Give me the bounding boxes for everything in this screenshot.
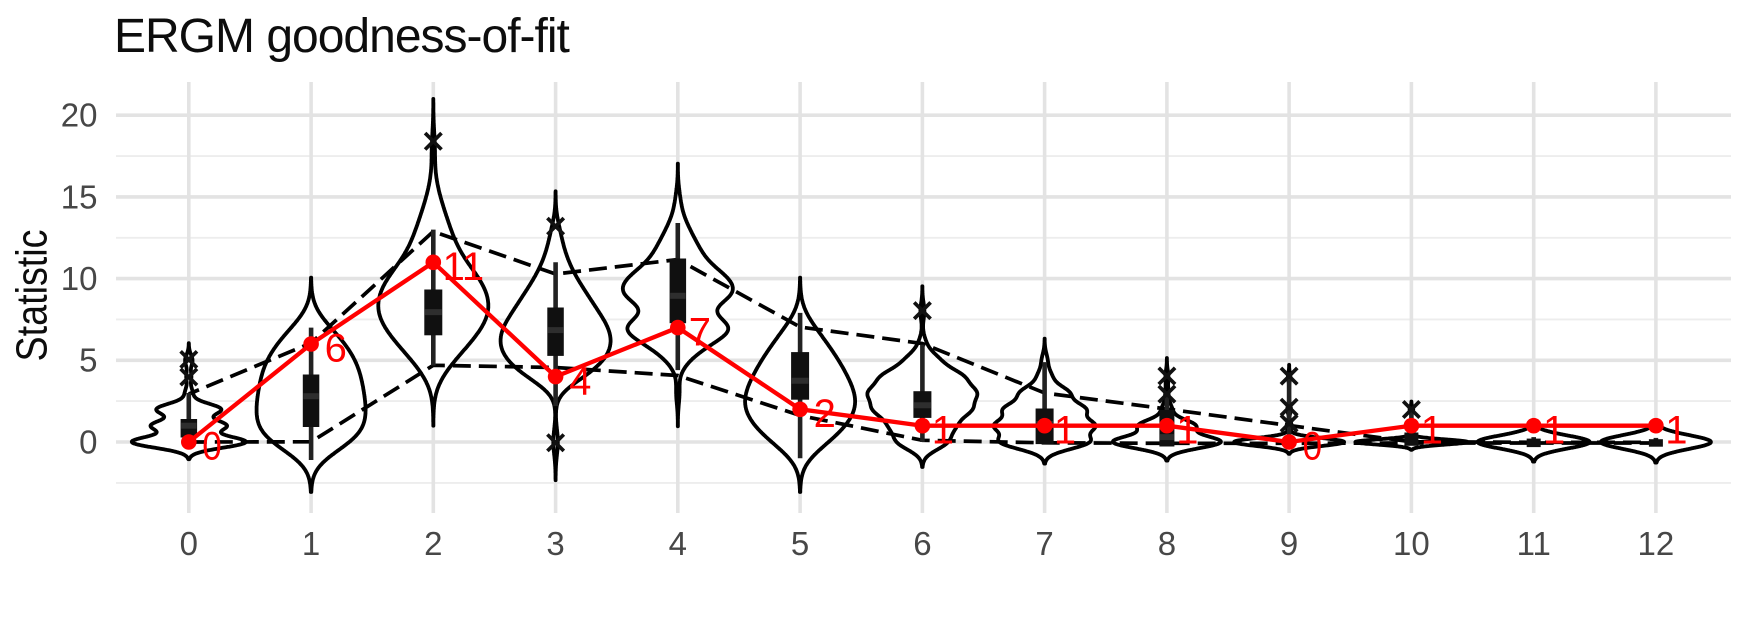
svg-text:4: 4: [569, 359, 591, 403]
svg-text:5: 5: [79, 342, 97, 379]
svg-text:2: 2: [424, 525, 442, 562]
svg-text:0: 0: [180, 525, 198, 562]
svg-text:1: 1: [302, 525, 320, 562]
svg-text:9: 9: [1280, 525, 1298, 562]
svg-text:1: 1: [1176, 408, 1198, 452]
svg-text:12: 12: [1638, 525, 1675, 562]
svg-text:0: 0: [1303, 425, 1323, 469]
svg-text:3: 3: [546, 525, 564, 562]
svg-text:15: 15: [61, 178, 98, 215]
svg-text:11: 11: [443, 245, 485, 289]
svg-text:6: 6: [325, 327, 347, 371]
svg-text:ERGM goodness-of-fit: ERGM goodness-of-fit: [114, 10, 570, 63]
svg-text:1: 1: [1665, 408, 1687, 452]
svg-text:5: 5: [791, 525, 809, 562]
svg-text:0: 0: [202, 425, 222, 469]
svg-text:1: 1: [932, 408, 954, 452]
svg-text:7: 7: [1035, 525, 1053, 562]
svg-text:8: 8: [1158, 525, 1176, 562]
svg-text:11: 11: [1517, 525, 1551, 562]
svg-text:1: 1: [1543, 408, 1565, 452]
svg-text:1: 1: [1054, 408, 1076, 452]
svg-text:4: 4: [669, 525, 687, 562]
svg-text:1: 1: [1421, 408, 1443, 452]
svg-text:2: 2: [814, 392, 836, 436]
svg-text:10: 10: [1393, 525, 1430, 562]
svg-text:0: 0: [79, 423, 97, 460]
svg-text:10: 10: [61, 260, 98, 297]
svg-text:Statistic: Statistic: [8, 230, 57, 362]
svg-text:20: 20: [61, 97, 98, 134]
svg-text:7: 7: [689, 310, 711, 354]
svg-text:6: 6: [913, 525, 931, 562]
